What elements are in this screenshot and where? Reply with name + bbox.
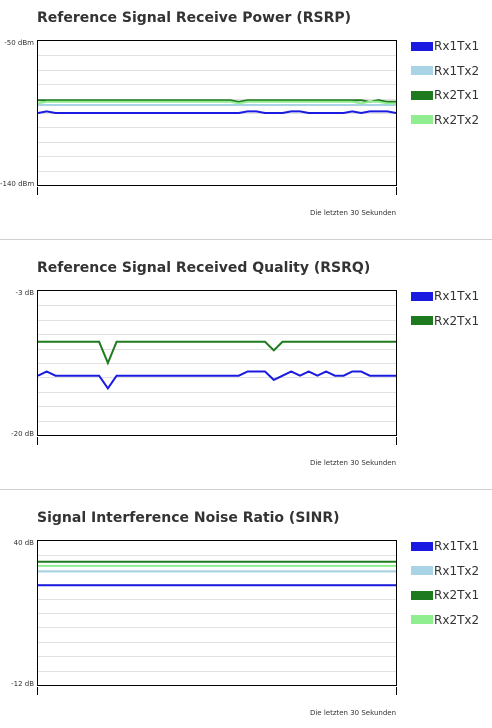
legend-swatch [411, 115, 433, 125]
legend-swatch [411, 66, 433, 76]
legend-swatch [411, 615, 433, 625]
legend-item-rx2tx2[interactable]: Rx2Tx2 [411, 108, 479, 133]
sinr-plot [37, 540, 397, 686]
rsrq-x-tick [37, 437, 38, 445]
rsrp-plot [37, 40, 397, 186]
legend-label: Rx1Tx1 [434, 39, 480, 54]
rsrp-legend: Rx1Tx1 Rx1Tx2 Rx2Tx1 Rx2Tx2 [411, 34, 479, 132]
legend-item-rx2tx2[interactable]: Rx2Tx2 [411, 608, 479, 633]
legend-swatch [411, 41, 433, 51]
series-line-rx2tx2 [38, 100, 396, 105]
legend-label: Rx2Tx2 [434, 112, 480, 127]
legend-swatch [411, 566, 433, 576]
rsrp-title: Reference Signal Receive Power (RSRP) [37, 10, 352, 26]
legend-swatch [411, 316, 433, 326]
legend-label: Rx2Tx1 [434, 588, 480, 603]
sinr-legend: Rx1Tx1 Rx1Tx2 Rx2Tx1 Rx2Tx2 [411, 534, 479, 632]
chart-canvas [38, 305, 396, 422]
chart-canvas [38, 55, 396, 172]
rsrp-x-tick [37, 187, 38, 195]
legend-item-rx2tx1[interactable]: Rx2Tx1 [411, 309, 479, 334]
legend-item-rx1tx1[interactable]: Rx1Tx1 [411, 534, 479, 559]
rsrq-ymax-label: -3 dB [15, 289, 34, 297]
series-line-rx2tx1 [38, 99, 396, 103]
series-line-rx1tx1 [38, 110, 396, 115]
rsrq-x-tick-end [396, 437, 397, 445]
legend-swatch [411, 541, 433, 551]
rsrq-ymin-label: -20 dB [11, 430, 34, 438]
series-line-rx2tx1 [38, 340, 396, 366]
legend-item-rx2tx1[interactable]: Rx2Tx1 [411, 83, 479, 108]
sinr-title: Signal Interference Noise Ratio (SINR) [37, 510, 340, 526]
rsrq-panel: Reference Signal Received Quality (RSRQ)… [0, 250, 492, 490]
legend-label: Rx2Tx1 [434, 88, 480, 103]
legend-item-rx1tx2[interactable]: Rx1Tx2 [411, 59, 479, 84]
rsrp-ymax-label: -50 dBm [4, 39, 34, 47]
rsrq-plot [37, 290, 397, 436]
sinr-panel: Signal Interference Noise Ratio (SINR) 4… [0, 500, 492, 728]
legend-item-rx2tx1[interactable]: Rx2Tx1 [411, 583, 479, 608]
panel-divider [0, 489, 492, 490]
rsrp-x-caption: Die letzten 30 Sekunden [309, 209, 396, 217]
legend-label: Rx1Tx1 [434, 539, 480, 554]
rsrq-legend: Rx1Tx1 Rx2Tx1 [411, 284, 479, 333]
legend-swatch [411, 590, 433, 600]
sinr-x-tick-end [396, 687, 397, 695]
panel-divider [0, 239, 492, 240]
sinr-ymin-label: -12 dB [11, 680, 34, 688]
legend-label: Rx2Tx1 [434, 313, 480, 328]
rsrp-ymin-label: -140 dBm [0, 180, 35, 188]
legend-item-rx1tx1[interactable]: Rx1Tx1 [411, 34, 479, 59]
rsrp-panel: Reference Signal Receive Power (RSRP) -5… [0, 0, 492, 240]
legend-swatch [411, 90, 433, 100]
legend-label: Rx1Tx1 [434, 289, 480, 304]
legend-swatch [411, 291, 433, 301]
legend-item-rx1tx2[interactable]: Rx1Tx2 [411, 559, 479, 584]
legend-label: Rx1Tx2 [434, 563, 480, 578]
rsrq-title: Reference Signal Received Quality (RSRQ) [37, 260, 371, 276]
chart-canvas [38, 555, 396, 672]
legend-item-rx1tx1[interactable]: Rx1Tx1 [411, 284, 479, 309]
rsrp-x-tick-end [396, 187, 397, 195]
legend-label: Rx2Tx2 [434, 612, 480, 627]
sinr-x-tick [37, 687, 38, 695]
series-line-rx1tx1 [38, 370, 396, 391]
sinr-x-caption: Die letzten 30 Sekunden [309, 709, 396, 717]
legend-label: Rx1Tx2 [434, 63, 480, 78]
rsrq-x-caption: Die letzten 30 Sekunden [309, 459, 396, 467]
sinr-ymax-label: 40 dB [13, 539, 34, 547]
